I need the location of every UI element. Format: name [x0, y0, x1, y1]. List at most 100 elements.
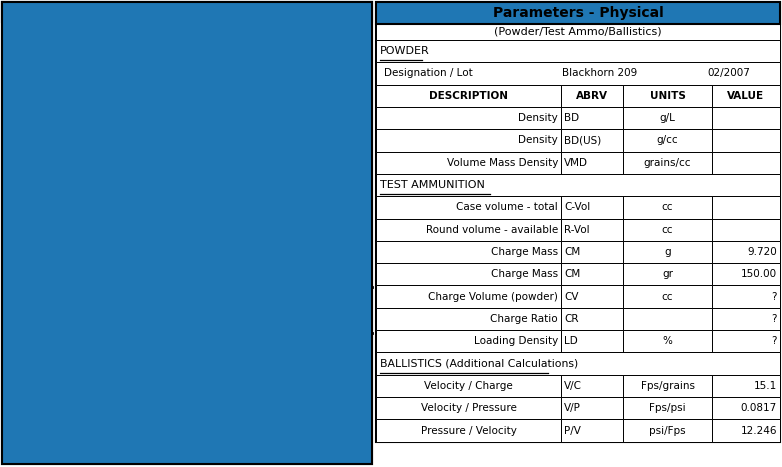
Bar: [712, 263, 780, 285]
Text: cc: cc: [662, 202, 673, 212]
Text: 8: 8: [5, 224, 12, 234]
Text: Round volume - available: Round volume - available: [425, 225, 558, 235]
Text: 685.2: 685.2: [320, 363, 350, 373]
Bar: [236, 263, 298, 287]
Text: Loading Density: Loading Density: [474, 336, 558, 346]
Text: 1,952: 1,952: [252, 62, 282, 71]
Text: 38: 38: [260, 317, 274, 326]
Bar: [98, 194, 170, 217]
Bar: [236, 78, 298, 101]
Bar: [712, 397, 780, 419]
Bar: [376, 285, 561, 308]
Text: Rnd: Rnd: [6, 34, 26, 43]
Bar: [170, 310, 236, 333]
Bar: [623, 196, 712, 219]
Bar: [98, 333, 170, 356]
Bar: [376, 330, 561, 353]
Bar: [236, 171, 298, 194]
Bar: [2, 78, 30, 101]
Bar: [170, 287, 236, 310]
Bar: [236, 125, 298, 148]
Text: Charge Mass: Charge Mass: [491, 269, 558, 279]
Bar: [376, 152, 561, 174]
Bar: [376, 375, 561, 397]
Bar: [712, 330, 780, 353]
Bar: [623, 375, 712, 397]
Bar: [298, 217, 372, 241]
Text: 689.4: 689.4: [320, 293, 350, 304]
Bar: [98, 78, 170, 101]
Bar: [236, 241, 298, 263]
Text: 7.6: 7.6: [327, 386, 343, 396]
Bar: [170, 194, 236, 217]
Text: Corr Coefficiant < 0.9: Corr Coefficiant < 0.9: [29, 452, 143, 461]
Bar: [30, 263, 98, 287]
Bar: [2, 356, 98, 380]
Text: 15.1: 15.1: [754, 381, 777, 391]
Bar: [170, 333, 236, 356]
Text: Blackhorn 209: Blackhorn 209: [561, 69, 637, 78]
Bar: [561, 419, 623, 442]
Bar: [298, 310, 372, 333]
Bar: [561, 285, 623, 308]
Text: 27,600: 27,600: [46, 85, 82, 95]
Bar: [30, 78, 98, 101]
Text: Density: Density: [518, 135, 558, 145]
Bar: [236, 380, 298, 403]
Bar: [170, 241, 236, 263]
Text: 0: 0: [199, 409, 206, 419]
Bar: [98, 22, 170, 55]
Bar: [561, 107, 623, 129]
Bar: [561, 397, 623, 419]
Text: DESCRIPTION: DESCRIPTION: [429, 91, 508, 101]
Text: 28,300: 28,300: [46, 62, 82, 71]
Bar: [376, 62, 780, 85]
Bar: [2, 55, 30, 78]
Text: CM: CM: [564, 247, 580, 257]
Bar: [170, 171, 236, 194]
Text: %: %: [662, 336, 673, 346]
Bar: [98, 55, 170, 78]
Text: g: g: [664, 247, 671, 257]
Text: 0: 0: [131, 409, 138, 419]
Text: 27,200: 27,200: [116, 363, 152, 373]
Text: cc: cc: [662, 225, 673, 235]
Bar: [2, 426, 98, 449]
Text: 0.94: 0.94: [192, 452, 214, 461]
Bar: [98, 217, 170, 241]
Bar: [561, 330, 623, 353]
Bar: [30, 101, 98, 125]
Text: 28,300: 28,300: [116, 340, 152, 350]
Text: Correction: Correction: [41, 409, 95, 419]
Text: 1,910: 1,910: [252, 432, 282, 442]
Text: grains/cc: grains/cc: [644, 158, 691, 168]
Text: 6: 6: [5, 177, 12, 187]
Text: g/L: g/L: [659, 113, 676, 123]
Text: 2,273: 2,273: [188, 62, 218, 71]
Text: CV: CV: [564, 291, 579, 302]
Bar: [170, 148, 236, 171]
Bar: [376, 85, 561, 107]
Bar: [30, 241, 98, 263]
Bar: [170, 22, 236, 55]
Text: 690: 690: [325, 85, 345, 95]
Bar: [2, 101, 30, 125]
Text: Max: Max: [74, 340, 95, 350]
Bar: [236, 194, 298, 217]
Bar: [170, 426, 236, 449]
Bar: [236, 403, 298, 426]
Bar: [561, 196, 623, 219]
Text: V/C: V/C: [564, 381, 582, 391]
Bar: [98, 356, 170, 380]
Text: Designation / Lot: Designation / Lot: [384, 69, 473, 78]
Text: BD: BD: [564, 113, 579, 123]
Bar: [376, 2, 780, 24]
Bar: [30, 171, 98, 194]
Text: C-Vol: C-Vol: [564, 202, 590, 212]
Bar: [98, 101, 170, 125]
Text: 1,876: 1,876: [252, 108, 282, 118]
Text: 27,200: 27,200: [116, 108, 152, 118]
Bar: [2, 2, 372, 464]
Bar: [2, 217, 30, 241]
Bar: [236, 310, 298, 333]
